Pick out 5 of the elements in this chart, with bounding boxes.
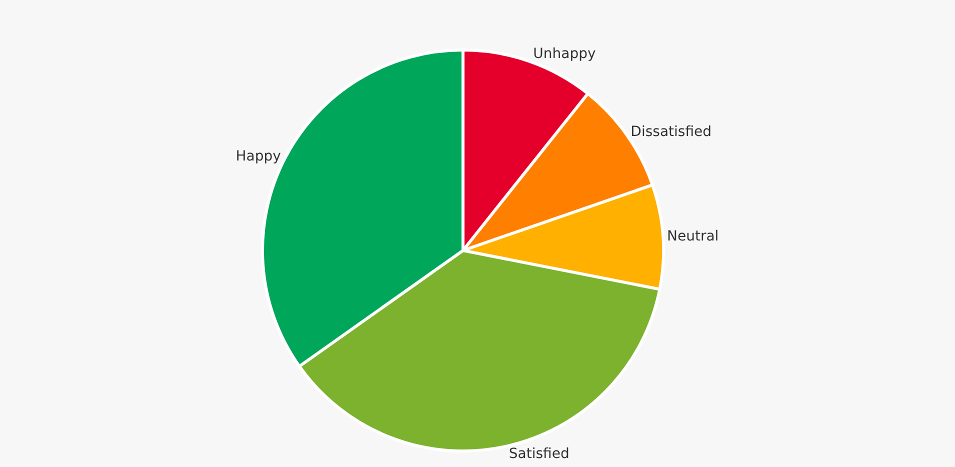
slice-label: Unhappy [533, 46, 596, 62]
slice-label: Happy [236, 148, 281, 165]
slice-label: Satisfied [508, 446, 570, 462]
slice-label: Neutral [667, 228, 719, 245]
slice-label: Dissatisfied [630, 124, 712, 140]
